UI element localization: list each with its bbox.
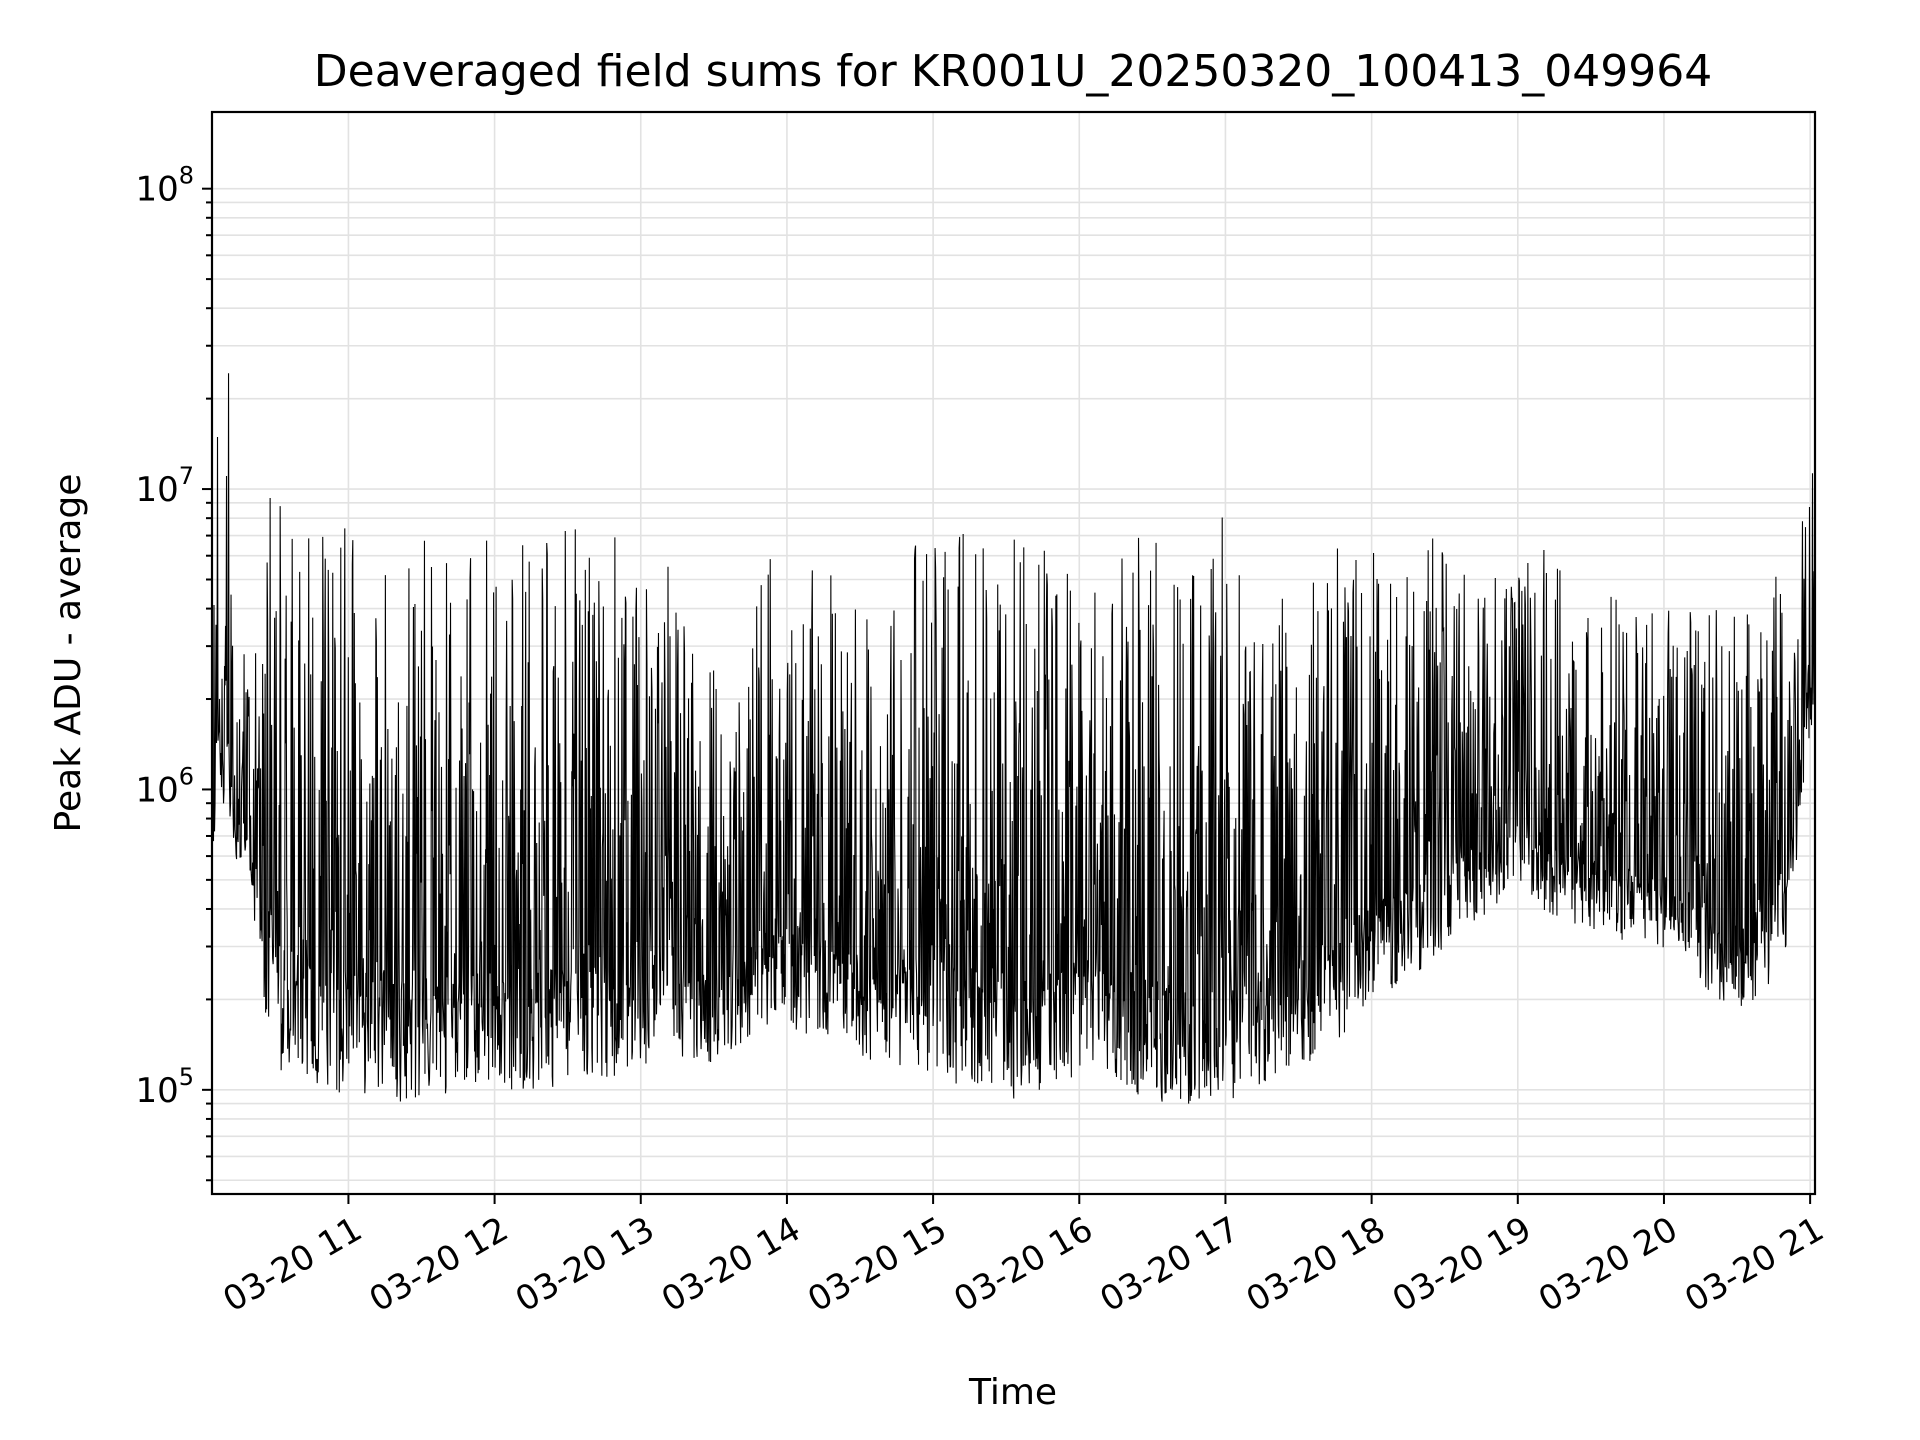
y-tick-label: 108 <box>135 162 194 210</box>
y-axis-ticks: 105 106 107 108 <box>135 162 212 1182</box>
y-tick-label: 107 <box>135 462 194 510</box>
y-axis-label: Peak ADU - average <box>48 474 89 833</box>
y-tick-label: 105 <box>135 1063 194 1111</box>
plot-frame <box>210 110 1817 1196</box>
y-tick-label: 106 <box>135 762 194 810</box>
x-axis-label: Time <box>968 1372 1057 1413</box>
chart-title: Deaveraged field sums for KR001U_2025032… <box>314 46 1712 97</box>
series-line <box>211 373 1816 1104</box>
plot-series-layer <box>211 373 1816 1104</box>
